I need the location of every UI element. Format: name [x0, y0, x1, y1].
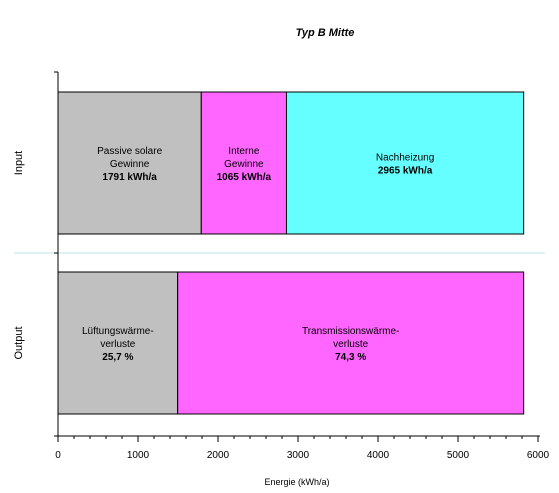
bar-segment — [177, 271, 525, 415]
segment-label: Transmissionswärme- — [302, 326, 399, 337]
segment-value-label: 1791 kWh/a — [102, 172, 157, 183]
segment-label: Lüftungswärme- — [82, 326, 154, 337]
x-tick-label: 5000 — [447, 450, 470, 461]
x-tick-label: 0 — [55, 450, 61, 461]
x-tick-label: 6000 — [527, 450, 550, 461]
segment-value-label: 74,3 % — [335, 352, 366, 363]
bar-segment — [57, 91, 202, 235]
category-label-output: Output — [13, 326, 25, 359]
category-label-input: Input — [13, 151, 25, 175]
segment-label: Nachheizung — [376, 153, 434, 164]
chart-title: Typ B Mitte — [296, 27, 355, 39]
plot-area: 0 1000 2000 3000 4000 5000 6000 Input Passive so… — [13, 71, 550, 461]
x-tick-label: 2000 — [207, 450, 230, 461]
x-axis-title: Energie (kWh/a) — [264, 477, 329, 487]
bar-segment — [57, 271, 179, 415]
segment-label: Interne — [228, 146, 260, 157]
x-tick-label: 4000 — [367, 450, 390, 461]
segment-label: Passive solare — [97, 146, 162, 157]
x-tick-label: 3000 — [287, 450, 310, 461]
segment-label: Gewinne — [224, 159, 264, 170]
segment-label: verluste — [333, 339, 368, 350]
bar-segment — [285, 91, 525, 235]
x-tick-label: 1000 — [127, 450, 150, 461]
segment-value-label: 2965 kWh/a — [378, 166, 433, 177]
segment-value-label: 25,7 % — [102, 352, 133, 363]
segment-label: verluste — [100, 339, 135, 350]
segment-value-label: 1065 kWh/a — [217, 172, 272, 183]
segment-label: Gewinne — [110, 159, 150, 170]
